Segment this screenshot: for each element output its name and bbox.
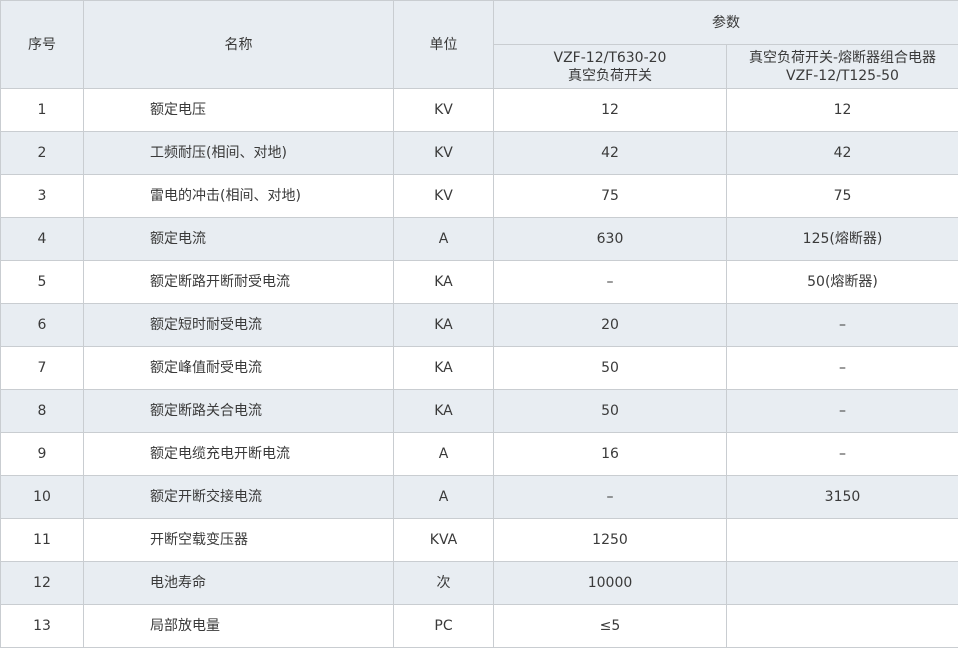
table-row: 6 额定短时耐受电流 KA 20– xyxy=(0,303,958,347)
cell-name: 工频耐压(相间、对地) xyxy=(83,131,394,175)
cell-unit: KV xyxy=(393,174,494,218)
cell-value-b: – xyxy=(726,346,958,390)
cell-unit: KA xyxy=(393,303,494,347)
cell-value-b: – xyxy=(726,303,958,347)
cell-value-b: 125(熔断器) xyxy=(726,217,958,261)
cell-name: 额定电流 xyxy=(83,217,394,261)
cell-unit: 次 xyxy=(393,561,494,605)
cell-name: 额定电压 xyxy=(83,88,394,132)
cell-name: 局部放电量 xyxy=(83,604,394,648)
cell-value-a: 75 xyxy=(493,174,727,218)
header-col-b: 真空负荷开关-熔断器组合电器 VZF-12/T125-50 xyxy=(726,44,958,89)
cell-unit: KA xyxy=(393,389,494,433)
table-row: 10 额定开断交接电流 A –3150 xyxy=(0,475,958,519)
cell-value-b xyxy=(726,561,958,605)
table-row: 2 工频耐压(相间、对地) KV 42 42 xyxy=(0,131,958,175)
cell-value-a: 10000 xyxy=(493,561,727,605)
cell-name: 额定短时耐受电流 xyxy=(83,303,394,347)
cell-no: 2 xyxy=(0,131,84,175)
cell-unit: PC xyxy=(393,604,494,648)
header-col-a-line2: 真空负荷开关 xyxy=(568,67,652,84)
header-col-a: VZF-12/T630-20 真空负荷开关 xyxy=(493,44,727,89)
table-row: 12 电池寿命次 10000 xyxy=(0,561,958,605)
cell-no: 13 xyxy=(0,604,84,648)
cell-unit: A xyxy=(393,475,494,519)
cell-unit: KA xyxy=(393,346,494,390)
cell-no: 6 xyxy=(0,303,84,347)
cell-value-b: 75 xyxy=(726,174,958,218)
cell-value-a: – xyxy=(493,260,727,304)
header-col-b-line2: VZF-12/T125-50 xyxy=(786,67,899,84)
cell-name: 额定电缆充电开断电流 xyxy=(83,432,394,476)
cell-unit: KA xyxy=(393,260,494,304)
table-row: 4 额定电流 A 630 125(熔断器) xyxy=(0,217,958,261)
table-row: 11 开断空载变压器 KVA 1250 xyxy=(0,518,958,562)
table-row: 5 额定断路开断耐受电流 KA –50(熔断器) xyxy=(0,260,958,304)
cell-name: 开断空载变压器 xyxy=(83,518,394,562)
cell-value-b xyxy=(726,604,958,648)
cell-no: 4 xyxy=(0,217,84,261)
table-row: 9 额定电缆充电开断电流 A 16– xyxy=(0,432,958,476)
cell-name: 额定开断交接电流 xyxy=(83,475,394,519)
header-col-b-line1: 真空负荷开关-熔断器组合电器 xyxy=(748,49,937,66)
cell-value-a: – xyxy=(493,475,727,519)
cell-value-a: 16 xyxy=(493,432,727,476)
cell-value-b: 42 xyxy=(726,131,958,175)
cell-value-b: 3150 xyxy=(726,475,958,519)
table-row: 7 额定峰值耐受电流 KA 50– xyxy=(0,346,958,390)
cell-value-a: 1250 xyxy=(493,518,727,562)
cell-value-a: 42 xyxy=(493,131,727,175)
table-row: 3 雷电的冲击(相间、对地) KV 75 75 xyxy=(0,174,958,218)
cell-no: 12 xyxy=(0,561,84,605)
table-row: 8 额定断路关合电流 KA 50– xyxy=(0,389,958,433)
cell-value-b xyxy=(726,518,958,562)
cell-unit: KV xyxy=(393,131,494,175)
cell-name: 额定断路关合电流 xyxy=(83,389,394,433)
cell-value-b: 50(熔断器) xyxy=(726,260,958,304)
cell-unit: KV xyxy=(393,88,494,132)
cell-name: 额定断路开断耐受电流 xyxy=(83,260,394,304)
table-body: 1 额定电压 KV 12 12 2 工频耐压(相间、对地) KV 42 42 3 雷电的冲击(相间、对… xyxy=(0,88,958,648)
cell-value-a: 50 xyxy=(493,389,727,433)
cell-no: 11 xyxy=(0,518,84,562)
table-row: 13 局部放电量 PC ≤5 xyxy=(0,604,958,648)
header-col-a-line1: VZF-12/T630-20 xyxy=(553,49,667,66)
cell-no: 7 xyxy=(0,346,84,390)
cell-value-b: 12 xyxy=(726,88,958,132)
header-unit: 单位 xyxy=(393,0,494,89)
cell-no: 1 xyxy=(0,88,84,132)
cell-value-a: ≤5 xyxy=(493,604,727,648)
cell-unit: A xyxy=(393,432,494,476)
cell-value-b: – xyxy=(726,432,958,476)
cell-name: 雷电的冲击(相间、对地) xyxy=(83,174,394,218)
cell-value-a: 630 xyxy=(493,217,727,261)
cell-value-a: 50 xyxy=(493,346,727,390)
cell-value-a: 20 xyxy=(493,303,727,347)
header-name: 名称 xyxy=(83,0,394,89)
cell-no: 3 xyxy=(0,174,84,218)
cell-no: 10 xyxy=(0,475,84,519)
cell-unit: A xyxy=(393,217,494,261)
cell-no: 8 xyxy=(0,389,84,433)
cell-name: 额定峰值耐受电流 xyxy=(83,346,394,390)
header-no: 序号 xyxy=(0,0,84,89)
cell-no: 5 xyxy=(0,260,84,304)
cell-value-a: 12 xyxy=(493,88,727,132)
cell-unit: KVA xyxy=(393,518,494,562)
table-row: 1 额定电压 KV 12 12 xyxy=(0,88,958,132)
cell-no: 9 xyxy=(0,432,84,476)
header-params: 参数 xyxy=(493,0,958,45)
cell-value-b: – xyxy=(726,389,958,433)
cell-name: 电池寿命 xyxy=(83,561,394,605)
